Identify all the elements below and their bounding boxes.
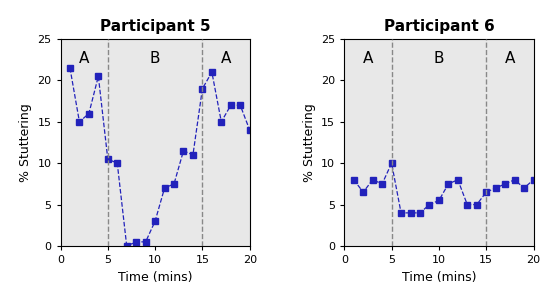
Title: Participant 6: Participant 6 (383, 19, 494, 34)
Y-axis label: % Stuttering: % Stuttering (302, 103, 316, 182)
Text: B: B (150, 51, 161, 66)
X-axis label: Time (mins): Time (mins) (118, 271, 192, 284)
Text: A: A (363, 51, 373, 66)
Text: B: B (433, 51, 444, 66)
Y-axis label: % Stuttering: % Stuttering (19, 103, 32, 182)
X-axis label: Time (mins): Time (mins) (402, 271, 476, 284)
Text: A: A (505, 51, 515, 66)
Title: Participant 5: Participant 5 (100, 19, 211, 34)
Text: A: A (221, 51, 231, 66)
Text: A: A (79, 51, 89, 66)
